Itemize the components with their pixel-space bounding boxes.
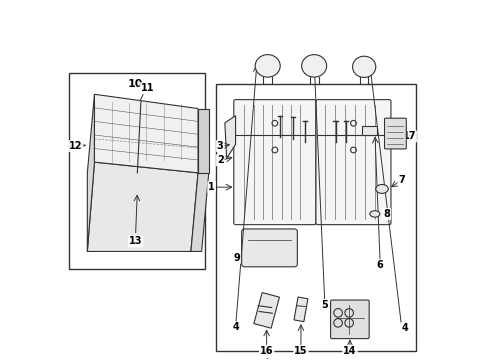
Text: 17: 17 xyxy=(402,131,415,141)
Ellipse shape xyxy=(255,55,280,77)
Text: 7: 7 xyxy=(398,175,404,185)
Ellipse shape xyxy=(352,56,375,77)
Ellipse shape xyxy=(375,184,387,193)
Ellipse shape xyxy=(301,55,326,77)
Polygon shape xyxy=(94,94,198,173)
FancyBboxPatch shape xyxy=(315,100,390,225)
Polygon shape xyxy=(87,162,198,251)
Text: 3: 3 xyxy=(216,141,223,151)
Polygon shape xyxy=(224,116,235,158)
Polygon shape xyxy=(253,293,279,328)
Text: 11: 11 xyxy=(140,83,154,93)
Text: 10: 10 xyxy=(127,78,143,89)
Text: 14: 14 xyxy=(343,346,356,356)
Text: 6: 6 xyxy=(376,260,383,270)
Text: 16: 16 xyxy=(259,346,273,356)
Polygon shape xyxy=(190,173,208,251)
Text: 1: 1 xyxy=(208,182,215,192)
FancyBboxPatch shape xyxy=(384,118,406,149)
Polygon shape xyxy=(87,94,94,251)
Text: 8: 8 xyxy=(383,209,389,219)
Bar xyxy=(69,73,205,269)
Text: 2: 2 xyxy=(216,156,223,165)
Bar xyxy=(216,84,415,351)
Text: 13: 13 xyxy=(128,237,142,247)
Polygon shape xyxy=(198,109,208,173)
FancyBboxPatch shape xyxy=(233,100,315,225)
Polygon shape xyxy=(293,297,307,321)
FancyBboxPatch shape xyxy=(330,300,368,339)
Bar xyxy=(362,126,376,135)
Text: 12: 12 xyxy=(69,141,82,151)
Text: 5: 5 xyxy=(321,300,327,310)
FancyBboxPatch shape xyxy=(241,229,297,267)
Text: 4: 4 xyxy=(232,322,239,332)
Text: 4: 4 xyxy=(400,323,407,333)
Text: 9: 9 xyxy=(233,253,240,263)
Ellipse shape xyxy=(369,211,379,217)
Text: 15: 15 xyxy=(294,346,307,356)
